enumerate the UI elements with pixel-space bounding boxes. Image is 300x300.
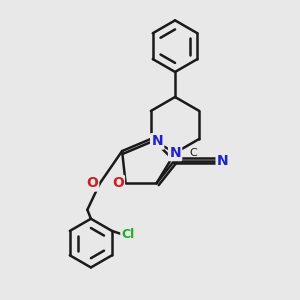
Text: O: O — [86, 176, 98, 190]
Text: N: N — [217, 154, 229, 168]
Text: O: O — [112, 176, 124, 190]
Text: Cl: Cl — [122, 228, 135, 241]
Text: N: N — [169, 146, 181, 160]
Text: N: N — [151, 134, 163, 148]
Text: C: C — [189, 148, 197, 158]
